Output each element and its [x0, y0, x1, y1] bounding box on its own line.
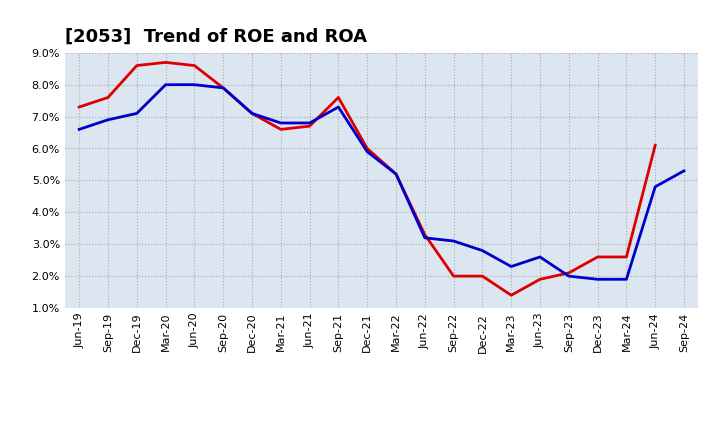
ROE: [132, 63, 141, 68]
ROA: [248, 111, 256, 116]
Line: ROA: ROA: [79, 84, 684, 279]
ROA: [449, 238, 458, 244]
ROE: [478, 273, 487, 279]
ROA: [334, 104, 343, 110]
ROE: [305, 124, 314, 129]
ROA: [305, 120, 314, 126]
ROE: [622, 254, 631, 260]
ROE: [392, 171, 400, 176]
ROA: [478, 248, 487, 253]
ROE: [651, 143, 660, 148]
ROA: [392, 171, 400, 176]
ROA: [564, 273, 573, 279]
ROA: [420, 235, 429, 240]
ROA: [161, 82, 170, 87]
ROE: [161, 60, 170, 65]
ROA: [622, 277, 631, 282]
ROA: [132, 111, 141, 116]
ROA: [680, 168, 688, 173]
ROA: [276, 120, 285, 126]
ROE: [507, 293, 516, 298]
ROE: [420, 232, 429, 237]
ROA: [104, 117, 112, 122]
ROA: [651, 184, 660, 189]
Text: [2053]  Trend of ROE and ROA: [2053] Trend of ROE and ROA: [65, 28, 366, 46]
ROE: [248, 111, 256, 116]
ROA: [593, 277, 602, 282]
ROE: [334, 95, 343, 100]
ROE: [449, 273, 458, 279]
ROA: [363, 149, 372, 154]
ROE: [536, 277, 544, 282]
ROE: [219, 85, 228, 91]
ROA: [219, 85, 228, 91]
ROE: [363, 146, 372, 151]
ROE: [190, 63, 199, 68]
ROE: [564, 270, 573, 275]
ROE: [593, 254, 602, 260]
ROE: [75, 104, 84, 110]
ROA: [190, 82, 199, 87]
Line: ROE: ROE: [79, 62, 655, 295]
ROA: [507, 264, 516, 269]
ROA: [536, 254, 544, 260]
ROE: [104, 95, 112, 100]
ROE: [276, 127, 285, 132]
ROA: [75, 127, 84, 132]
